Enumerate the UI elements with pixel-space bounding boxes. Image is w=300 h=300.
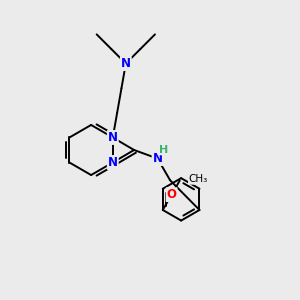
Text: O: O — [167, 188, 177, 201]
Text: CH₃: CH₃ — [188, 174, 208, 184]
Text: H: H — [159, 145, 169, 155]
Text: N: N — [108, 156, 118, 169]
Text: N: N — [121, 57, 131, 70]
Text: N: N — [108, 131, 118, 144]
Text: N: N — [153, 152, 163, 165]
